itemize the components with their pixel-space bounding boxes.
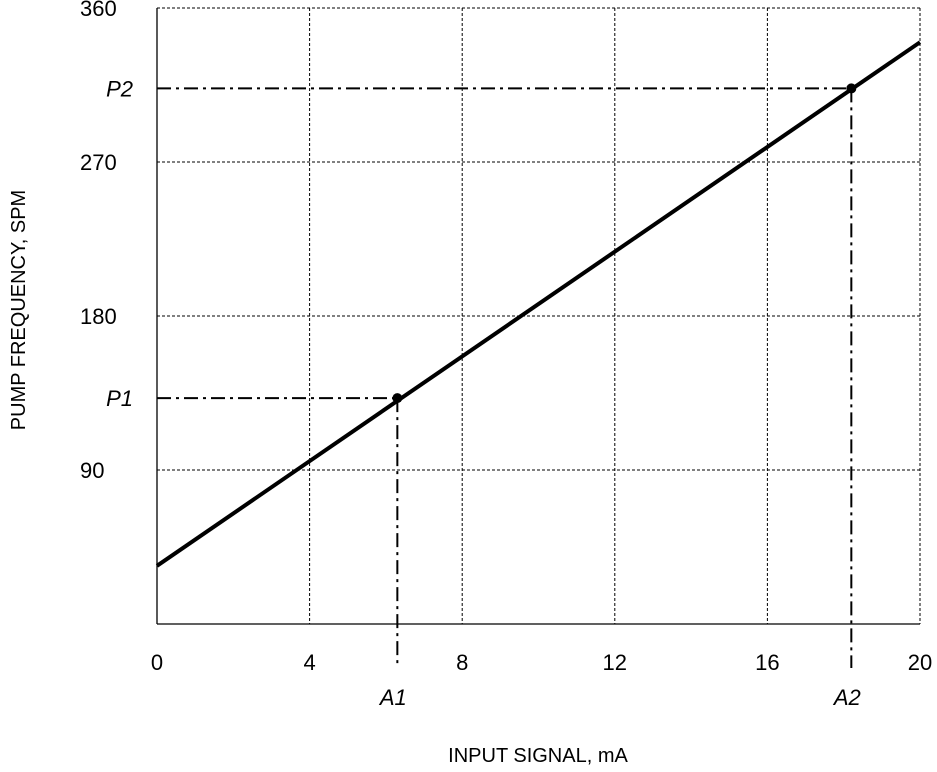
x-tick-label: 16	[755, 650, 779, 675]
data-point	[392, 393, 403, 404]
y-tick-label: 270	[80, 150, 117, 175]
grid-lines	[157, 7, 921, 624]
y-tick-label: 360	[80, 0, 117, 21]
x-annotation-label: A2	[832, 685, 861, 710]
plot-frame	[156, 8, 920, 625]
x-tick-label: 20	[908, 650, 932, 675]
annotation-points	[392, 83, 857, 404]
series-line	[155, 40, 922, 568]
y-axis-label: PUMP FREQUENCY, SPM	[8, 190, 30, 430]
annotation-labels: P1 A1 P2 A2	[106, 76, 861, 710]
x-tick-label: 8	[456, 650, 468, 675]
data-point	[846, 83, 857, 94]
x-axis-label: INPUT SIGNAL, mA	[448, 745, 628, 767]
x-annotation-label: A1	[378, 685, 407, 710]
y-tick-label: 180	[80, 304, 117, 329]
annotation-guides	[157, 87, 853, 668]
y-tick-label: 90	[80, 458, 104, 483]
y-annotation-label: P2	[106, 76, 133, 101]
x-tick-label: 4	[303, 650, 315, 675]
y-annotation-label: P1	[106, 386, 133, 411]
tick-labels: 0 4 8 12 16 20 90 180 270 360	[80, 0, 932, 675]
series-layer	[155, 40, 922, 568]
x-tick-label: 0	[151, 650, 163, 675]
x-tick-label: 12	[603, 650, 627, 675]
